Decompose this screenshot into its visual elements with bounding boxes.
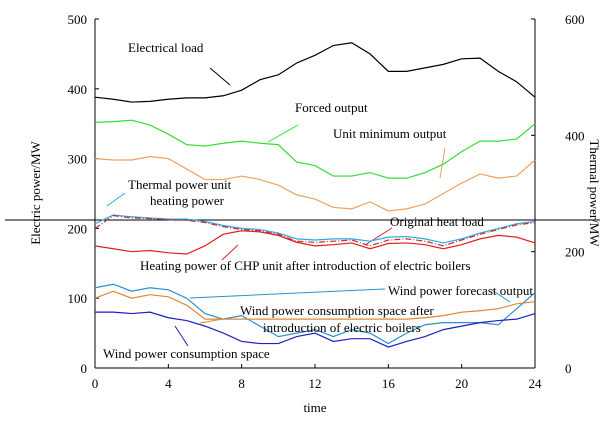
y-tick-label: 0 bbox=[81, 361, 88, 376]
series-line bbox=[94, 214, 536, 247]
leader bbox=[221, 244, 239, 261]
leader bbox=[364, 227, 393, 246]
annotation: Forced output bbox=[295, 100, 368, 115]
series-line bbox=[94, 290, 536, 320]
series-line bbox=[95, 311, 536, 348]
y-tick-label: 400 bbox=[68, 82, 88, 97]
series-line bbox=[94, 283, 536, 345]
x-tick-label: 24 bbox=[529, 376, 543, 391]
x-tick-label: 4 bbox=[165, 376, 172, 391]
y2-axis-label: Thermal power/MW bbox=[587, 139, 602, 247]
x-tick-label: 0 bbox=[92, 376, 99, 391]
leader bbox=[106, 192, 126, 207]
leader bbox=[174, 325, 189, 347]
annotation: heating power bbox=[150, 193, 225, 208]
leader bbox=[189, 288, 386, 299]
y-tick-label: 200 bbox=[68, 221, 88, 236]
leader bbox=[491, 289, 511, 303]
series-line bbox=[94, 42, 536, 103]
y-tick-label: 300 bbox=[68, 152, 88, 167]
y-tick-label: 500 bbox=[68, 12, 88, 27]
annotation: Thermal power unit bbox=[128, 177, 232, 192]
leader bbox=[267, 124, 299, 143]
y2-tick-label: 200 bbox=[565, 245, 585, 260]
annotation: introduction of electric boilers bbox=[263, 320, 421, 335]
x-tick-label: 20 bbox=[455, 376, 468, 391]
y2-tick-label: 0 bbox=[565, 361, 572, 376]
annotation: Original heat load bbox=[390, 214, 484, 229]
annotation: Wind power consumption space after bbox=[240, 303, 434, 318]
x-tick-label: 12 bbox=[309, 376, 322, 391]
annotation: Electrical load bbox=[128, 40, 204, 55]
x-tick-label: 8 bbox=[238, 376, 245, 391]
annotation: Wind power forecast output bbox=[388, 283, 533, 298]
x-tick-label: 16 bbox=[382, 376, 396, 391]
y2-tick-label: 600 bbox=[565, 12, 585, 27]
leader bbox=[439, 147, 446, 179]
series-line bbox=[94, 155, 536, 212]
series-line bbox=[94, 230, 536, 255]
leader bbox=[209, 67, 231, 86]
y2-tick-label: 400 bbox=[565, 128, 585, 143]
x-axis-label: time bbox=[303, 400, 326, 415]
annotation: Wind power consumption space bbox=[103, 346, 270, 361]
annotation: Unit minimum output bbox=[333, 126, 447, 141]
annotation: Heating power of CHP unit after introduc… bbox=[140, 258, 471, 273]
series-line bbox=[94, 119, 536, 179]
y-tick-label: 100 bbox=[68, 291, 88, 306]
y-axis-label: Electric power/MW bbox=[28, 140, 43, 244]
